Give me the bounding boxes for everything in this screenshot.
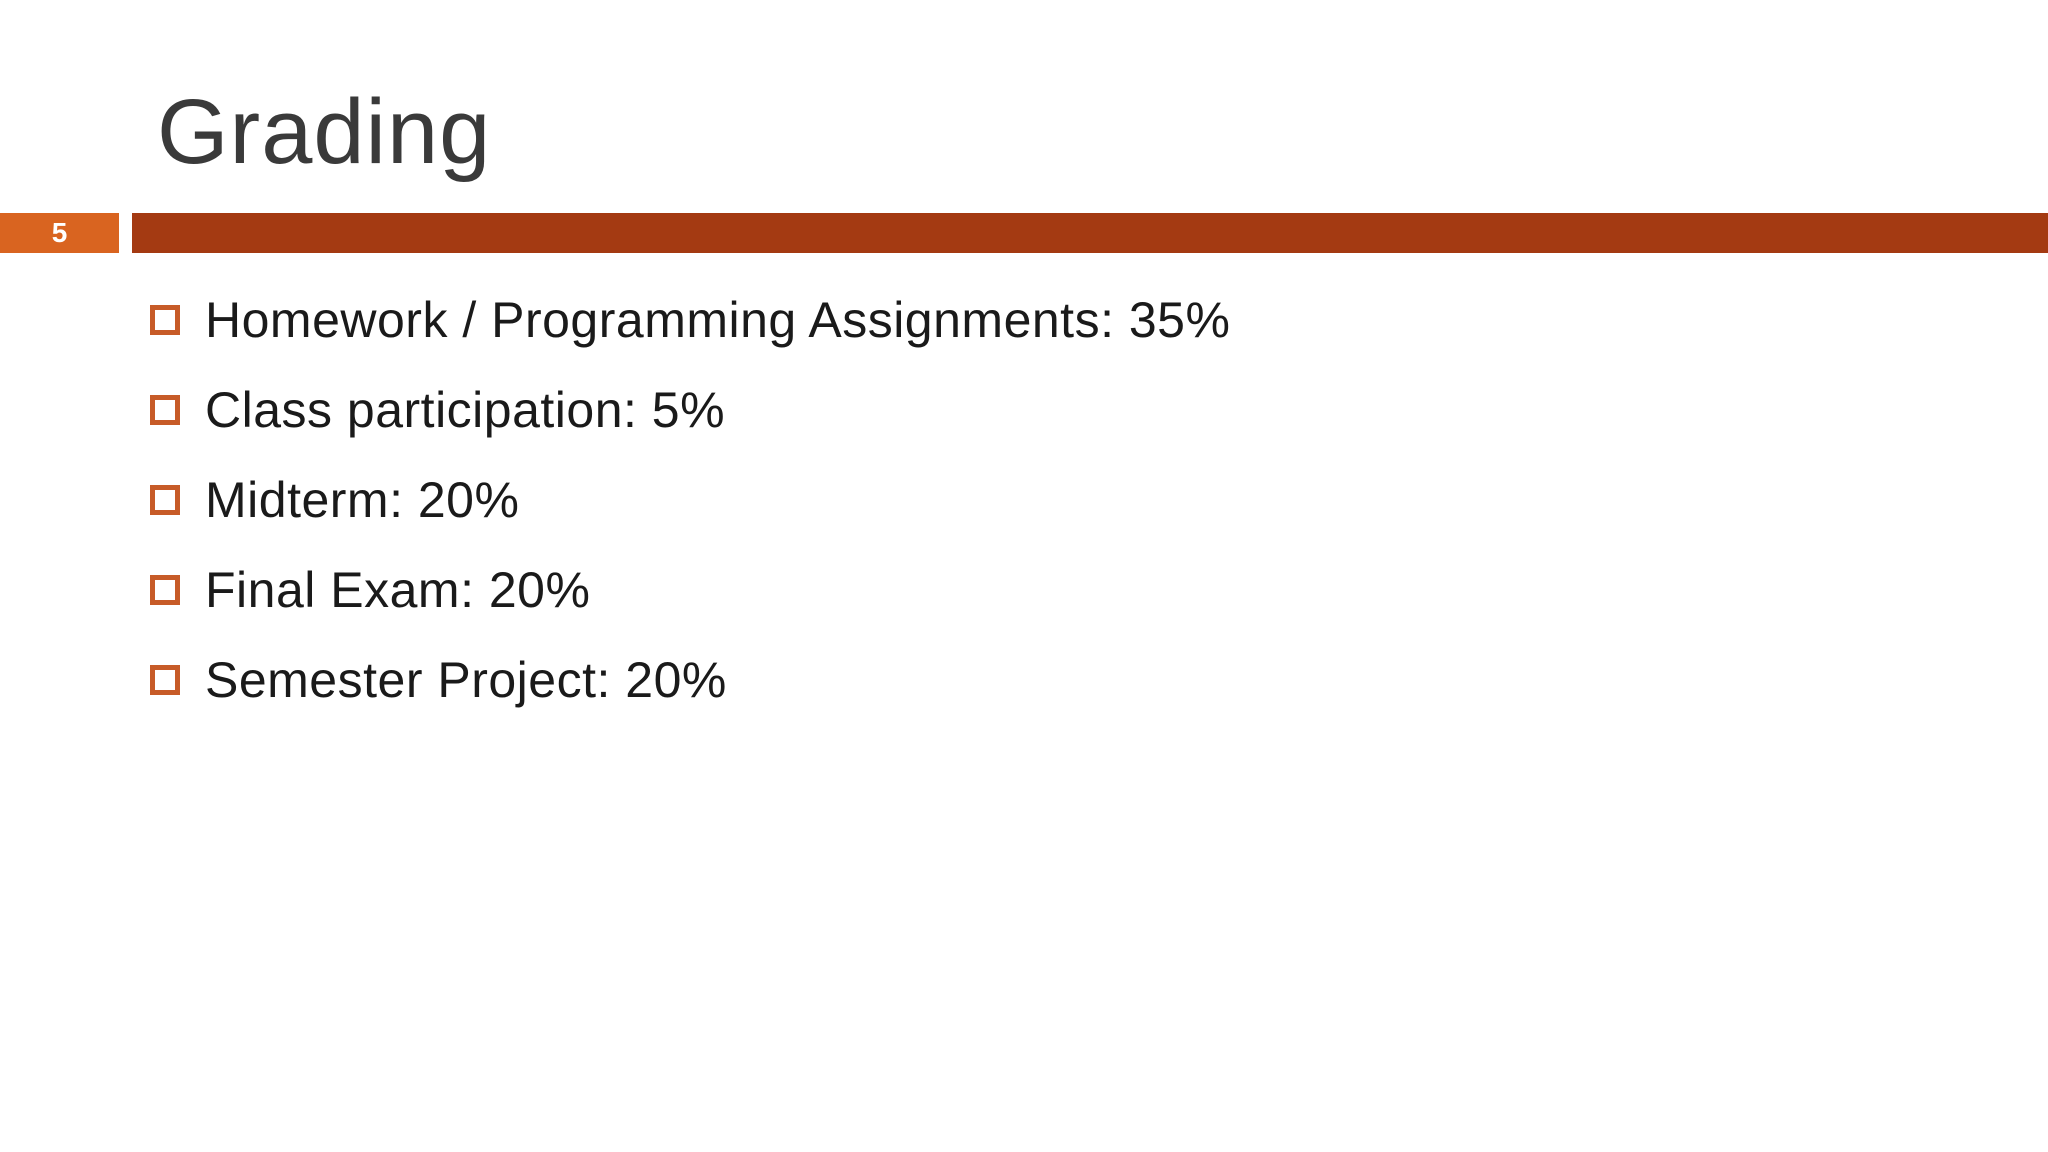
list-item: Homework / Programming Assignments: 35% xyxy=(150,275,1230,365)
page-number: 5 xyxy=(51,217,68,248)
bullet-text: Class participation: 5% xyxy=(205,382,726,438)
bullet-square-icon xyxy=(150,665,180,695)
list-item: Midterm: 20% xyxy=(150,455,1230,545)
bullet-square-icon xyxy=(150,395,180,425)
bullet-text: Final Exam: 20% xyxy=(205,562,591,618)
bullet-square-icon xyxy=(150,485,180,515)
bullet-square-icon xyxy=(150,575,180,605)
list-item: Final Exam: 20% xyxy=(150,545,1230,635)
bullet-text: Midterm: 20% xyxy=(205,472,520,528)
bullet-list: Homework / Programming Assignments: 35% C… xyxy=(150,275,1230,725)
bullet-text: Semester Project: 20% xyxy=(205,652,727,708)
slide-title: Grading xyxy=(157,81,492,183)
list-item: Semester Project: 20% xyxy=(150,635,1230,725)
page-number-badge: 5 xyxy=(0,213,119,253)
bullet-text: Homework / Programming Assignments: 35% xyxy=(205,292,1231,348)
accent-bar xyxy=(132,213,2048,253)
list-item: Class participation: 5% xyxy=(150,365,1230,455)
bullet-square-icon xyxy=(150,305,180,335)
